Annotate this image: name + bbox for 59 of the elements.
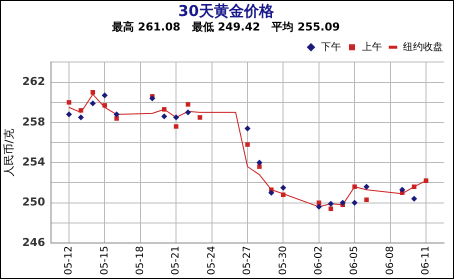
- x-tick-label: 05-18: [135, 246, 146, 276]
- y-tick-label: 262: [22, 75, 46, 88]
- point: [424, 178, 428, 183]
- chart-title: 30天黄金价格: [178, 2, 275, 20]
- chart-subtitle: 最高 261.08 最低 249.42 平均 255.09: [111, 20, 340, 34]
- point: [198, 115, 202, 120]
- y-axis-title: 人民币/克: [2, 128, 16, 176]
- point: [364, 184, 370, 190]
- legend-label: 下午: [321, 40, 341, 53]
- point: [256, 160, 262, 166]
- point: [412, 184, 416, 189]
- point: [102, 103, 107, 108]
- point: [280, 184, 286, 191]
- point: [399, 186, 406, 193]
- y-tick-label: 258: [22, 115, 46, 128]
- point: [161, 113, 168, 120]
- point: [280, 192, 286, 198]
- point: [66, 111, 72, 118]
- point: [268, 190, 274, 196]
- x-tick-label: 06-11: [420, 246, 432, 276]
- point: [186, 102, 190, 107]
- point: [173, 114, 180, 120]
- point: [364, 198, 369, 202]
- x-tick-label: 05-27: [242, 246, 254, 276]
- point: [316, 204, 322, 210]
- point: [328, 206, 334, 212]
- x-tick-label: 05-24: [206, 246, 218, 276]
- y-tick-label: 250: [22, 196, 46, 209]
- y-tick-label: 246: [22, 236, 46, 249]
- x-tick-label: 05-15: [99, 246, 110, 276]
- point: [102, 92, 108, 98]
- point: [257, 164, 262, 169]
- x-tick-label: 05-30: [278, 246, 289, 276]
- point: [328, 200, 334, 207]
- point: [245, 142, 250, 147]
- point: [244, 125, 251, 132]
- point: [66, 100, 72, 105]
- point: [352, 184, 357, 189]
- x-tick-label: 06-08: [384, 246, 396, 276]
- point: [340, 200, 346, 206]
- x-tick-label: 05-12: [64, 246, 75, 276]
- y-tick-label: 254: [22, 155, 46, 168]
- point: [185, 109, 192, 116]
- point: [78, 108, 84, 113]
- point: [90, 100, 96, 106]
- x-tick-label: 06-05: [349, 246, 360, 276]
- point: [411, 196, 418, 202]
- point: [352, 200, 358, 206]
- point: [316, 200, 322, 206]
- x-tick-label: 06-02: [314, 246, 325, 276]
- legend-label: 上午: [362, 40, 382, 53]
- point: [149, 95, 156, 102]
- x-tick-label: 05-21: [170, 246, 182, 276]
- point: [90, 90, 96, 95]
- point: [162, 107, 166, 112]
- point: [78, 114, 84, 120]
- legend-label: 纽约收盘: [403, 40, 443, 53]
- point: [114, 111, 120, 118]
- point: [174, 124, 178, 129]
